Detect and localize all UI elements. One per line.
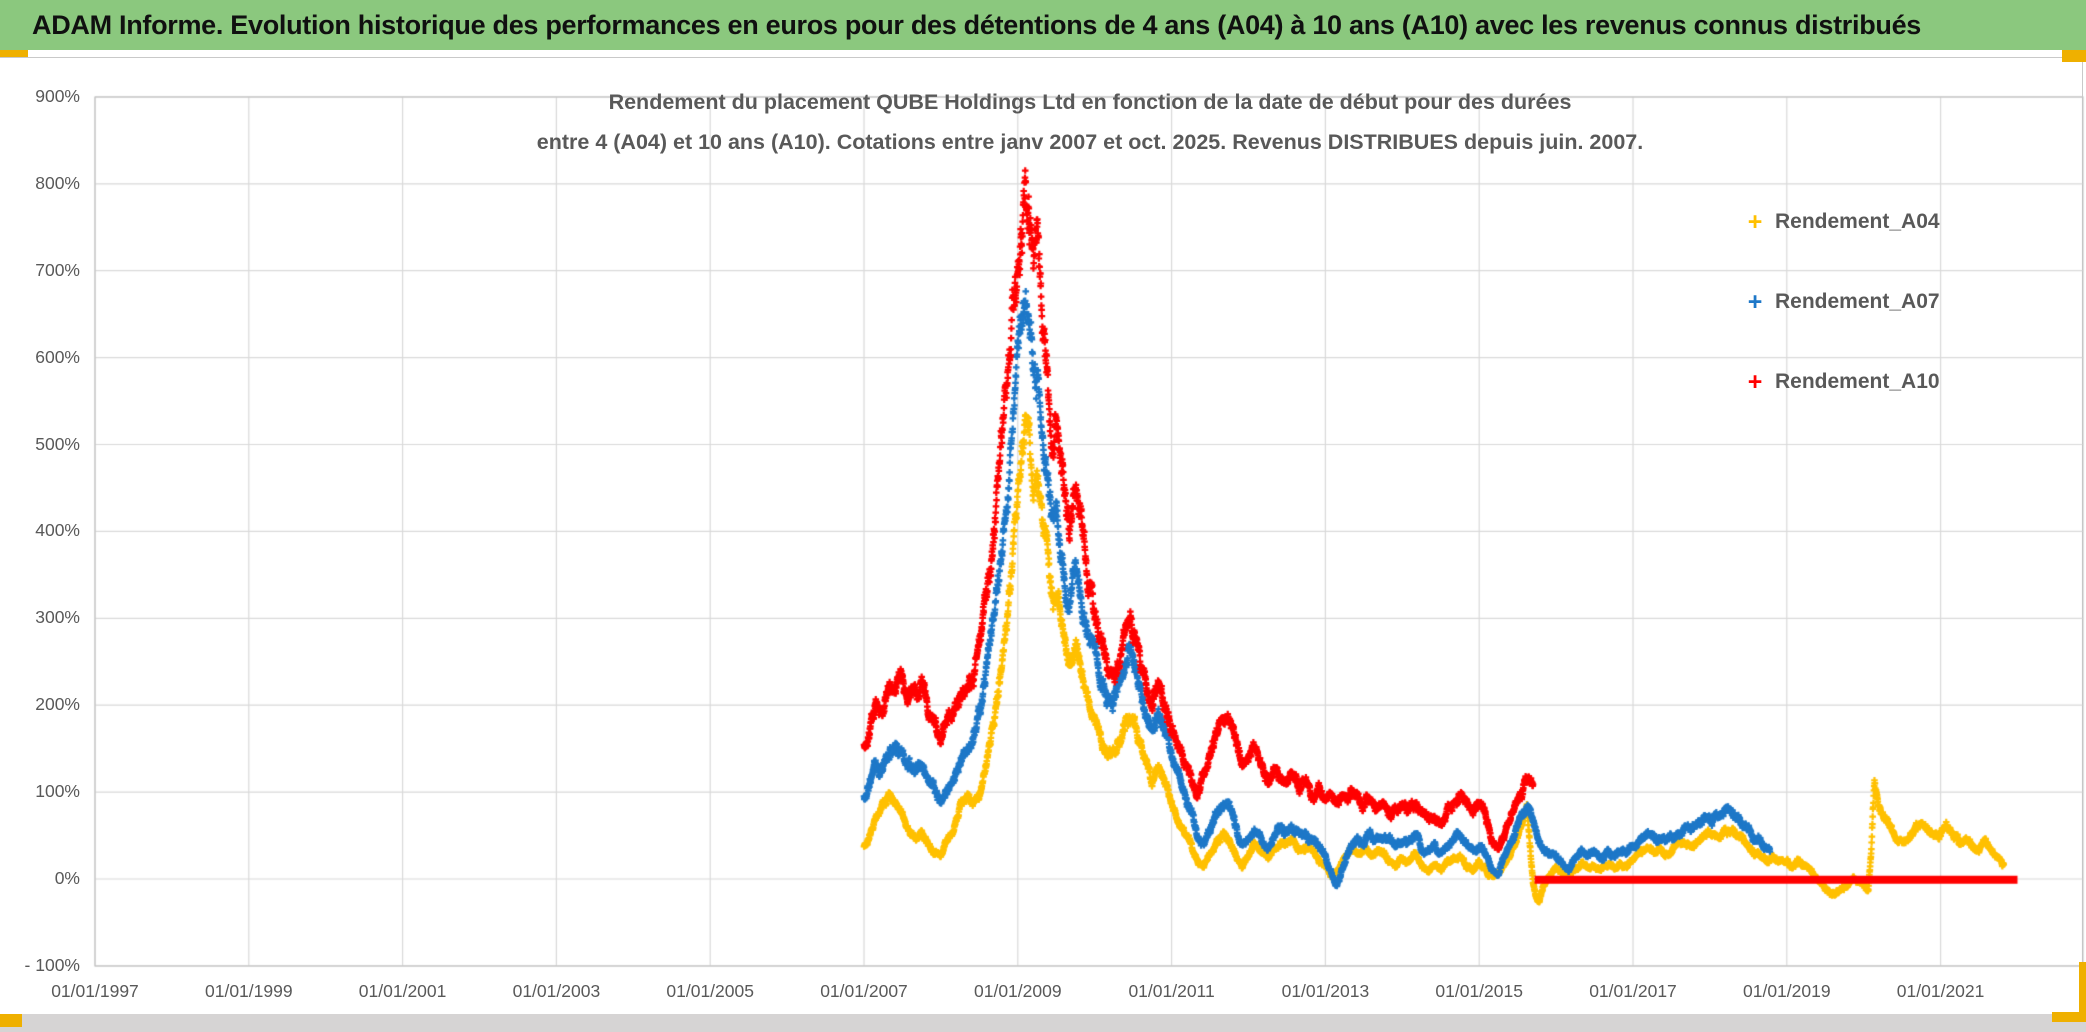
legend: + Rendement_A04 + Rendement_A07 + Rendem… xyxy=(1742,182,1940,422)
legend-item-rendement-a04[interactable]: + Rendement_A04 xyxy=(1742,182,1940,262)
plus-marker-icon: + xyxy=(1747,288,1763,316)
bottom-gray-strip xyxy=(0,1014,2086,1032)
legend-label: Rendement_A04 xyxy=(1775,210,1940,233)
header-title: ADAM Informe. Evolution historique des p… xyxy=(32,10,1922,40)
chart-title-line2: entre 4 (A04) et 10 ans (A10). Cotations… xyxy=(536,130,1644,154)
header-bar: ADAM Informe. Evolution historique des p… xyxy=(0,0,2086,50)
legend-item-rendement-a07[interactable]: + Rendement_A07 xyxy=(1742,262,1940,342)
chart-selection-border-right xyxy=(2079,962,2086,1014)
legend-label: Rendement_A10 xyxy=(1775,370,1940,393)
chart-selection-border-top-right xyxy=(2062,49,2086,62)
plus-marker-icon: + xyxy=(1747,208,1763,236)
chart-selection-border-bottom-right xyxy=(2052,1012,2086,1022)
chart-title-line1: Rendement du placement QUBE Holdings Ltd… xyxy=(608,90,1572,114)
chart-title: Rendement du placement QUBE Holdings Ltd… xyxy=(95,82,2085,162)
plus-marker-icon: + xyxy=(1747,368,1763,396)
chart-selection-border-bottom-left xyxy=(0,1014,22,1027)
legend-item-rendement-a10[interactable]: + Rendement_A10 xyxy=(1742,342,1940,422)
chart-selection-border-top-left xyxy=(0,49,28,57)
legend-label: Rendement_A07 xyxy=(1775,290,1940,313)
